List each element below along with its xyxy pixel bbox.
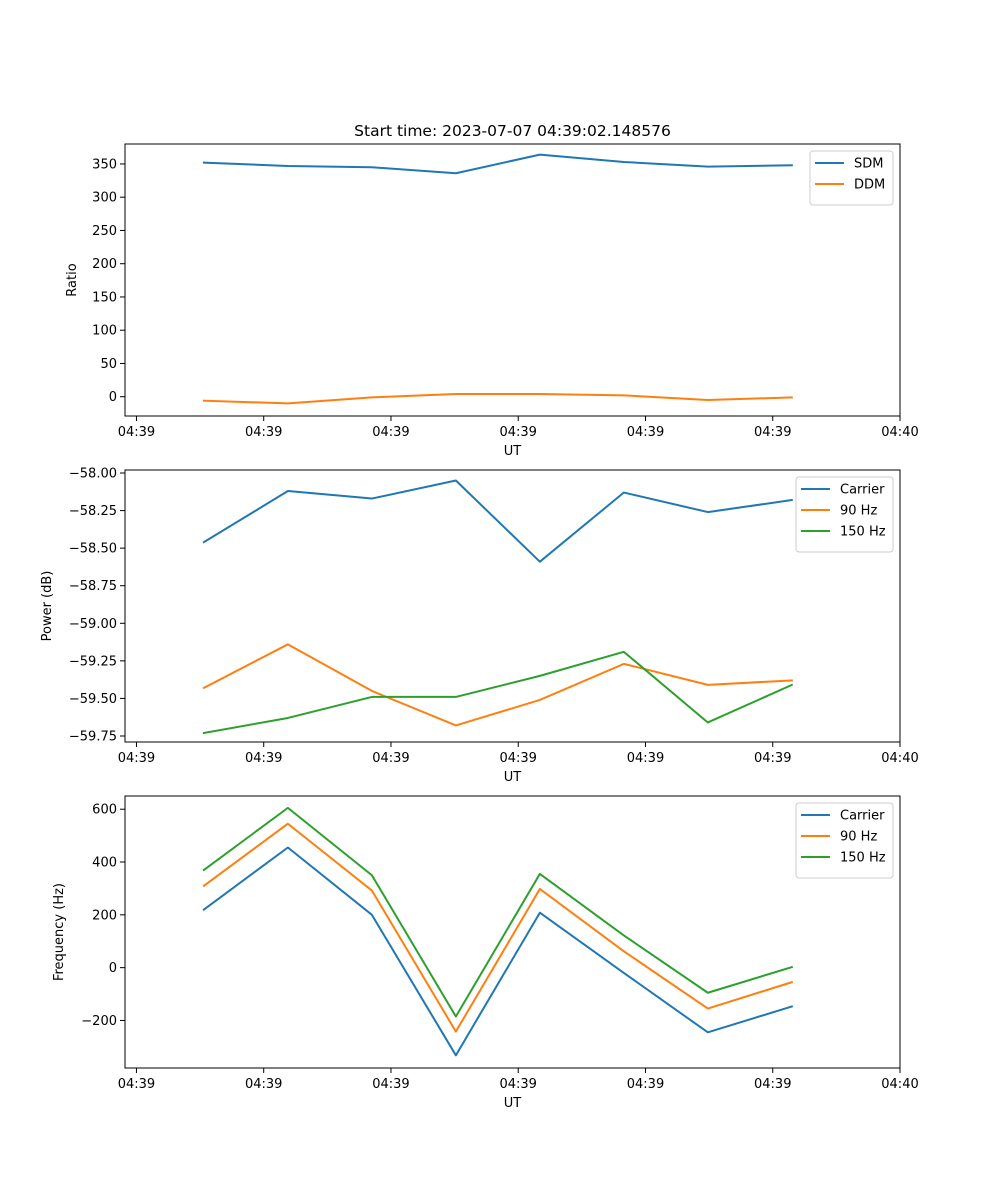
- y-tick-label-3-1: −200: [81, 1014, 117, 1029]
- x-tick-label-1-4: 04:39: [499, 425, 536, 440]
- series-line-1-1: [202, 153, 793, 175]
- series-line-2-2: [202, 643, 793, 727]
- y-tick-label-2-4: −58.75: [69, 579, 117, 594]
- y-tick-label-3-2: 0: [109, 961, 117, 976]
- axes-frame-1: [124, 143, 901, 417]
- x-tick-label-3-3: 04:39: [372, 1077, 409, 1092]
- x-tick-label-1-1: 04:39: [118, 425, 155, 440]
- x-tick-label-3-2: 04:39: [245, 1077, 282, 1092]
- legend-2: Carrier 90 Hz 150 Hz: [795, 476, 894, 553]
- x-tick-label-3-6: 04:39: [754, 1077, 791, 1092]
- panels: 04:39 04:39 04:39 04:39 04:39 04:39 04:40 0 50 10…: [40, 143, 919, 1111]
- series-line-3-3: [202, 806, 794, 1018]
- y-tick-label-1-2: 50: [100, 357, 117, 372]
- legend-label-3-1: Carrier: [840, 809, 885, 824]
- y-tick-label-2-6: −59.25: [69, 654, 117, 669]
- legend-label-2-2: 90 Hz: [840, 504, 877, 519]
- series-line-2-3: [202, 650, 794, 735]
- legend-label-2-1: Carrier: [840, 483, 885, 498]
- x-tick-label-3-5: 04:39: [627, 1077, 664, 1092]
- y-tick-label-2-3: −58.50: [69, 542, 117, 557]
- x-tick-label-2-3: 04:39: [372, 751, 409, 766]
- legend-label-3-3: 150 Hz: [840, 851, 886, 866]
- y-tick-label-2-1: −58.00: [69, 467, 117, 482]
- y-tick-label-3-3: 200: [92, 908, 117, 923]
- legend-1: SDM DDM: [809, 150, 894, 206]
- x-axis-label-1: UT: [504, 444, 522, 459]
- x-tick-label-3-7: 04:40: [881, 1077, 918, 1092]
- axes-frame-3: [124, 795, 901, 1069]
- y-tick-label-1-7: 300: [92, 191, 117, 206]
- y-tick-label-1-4: 150: [92, 290, 117, 305]
- x-tick-label-1-2: 04:39: [245, 425, 282, 440]
- legend-box-3: [795, 802, 894, 879]
- x-tick-label-1-6: 04:39: [754, 425, 791, 440]
- legend-label-1-1: SDM: [854, 157, 883, 172]
- y-tick-label-2-2: −58.25: [69, 504, 117, 519]
- y-tick-label-1-1: 0: [109, 390, 117, 405]
- legend-3: Carrier 90 Hz 150 Hz: [795, 802, 894, 879]
- subplot-1: 04:39 04:39 04:39 04:39 04:39 04:39 04:40 0 50 10…: [65, 143, 919, 459]
- x-axis-label-2: UT: [504, 770, 522, 785]
- y-tick-label-3-5: 600: [92, 803, 117, 818]
- x-tick-label-1-5: 04:39: [627, 425, 664, 440]
- y-tick-label-1-5: 200: [92, 257, 117, 272]
- legend-label-3-2: 90 Hz: [840, 830, 877, 845]
- x-tick-label-3-1: 04:39: [118, 1077, 155, 1092]
- y-tick-label-2-7: −59.50: [69, 692, 117, 707]
- x-tick-label-1-3: 04:39: [372, 425, 409, 440]
- y-axis-label-1: Ratio: [65, 263, 80, 296]
- x-tick-label-2-2: 04:39: [245, 751, 282, 766]
- axes-frame-2: [124, 469, 901, 743]
- legend-box-2: [795, 476, 894, 553]
- subplot-3: 04:39 04:39 04:39 04:39 04:39 04:39 04:40 −200 0…: [52, 795, 919, 1111]
- series-line-1-2: [202, 393, 793, 405]
- y-tick-label-2-8: −59.75: [69, 729, 117, 744]
- y-axis-label-2: Power (dB): [40, 571, 55, 642]
- legend-box-1: [809, 150, 894, 206]
- y-tick-label-2-5: −59.00: [69, 617, 117, 632]
- figure-title: Start time: 2023-07-07 04:39:02.148576: [354, 122, 671, 140]
- x-tick-label-1-7: 04:40: [881, 425, 918, 440]
- y-axis-label-3: Frequency (Hz): [52, 883, 67, 981]
- subplot-2: 04:39 04:39 04:39 04:39 04:39 04:39 04:40 −58.0…: [40, 467, 919, 785]
- x-tick-label-2-5: 04:39: [627, 751, 664, 766]
- y-tick-label-1-8: 350: [92, 157, 117, 172]
- x-tick-label-2-4: 04:39: [499, 751, 536, 766]
- series-line-3-1: [202, 846, 794, 1057]
- x-tick-label-2-6: 04:39: [754, 751, 791, 766]
- x-tick-label-2-1: 04:39: [118, 751, 155, 766]
- series-line-3-2: [202, 822, 794, 1033]
- x-axis-label-3: UT: [504, 1096, 522, 1111]
- y-tick-label-1-6: 250: [92, 224, 117, 239]
- legend-label-2-3: 150 Hz: [840, 525, 886, 540]
- x-tick-label-3-4: 04:39: [499, 1077, 536, 1092]
- series-line-2-1: [202, 479, 793, 563]
- x-tick-label-2-7: 04:40: [881, 751, 918, 766]
- legend-label-1-2: DDM: [854, 178, 885, 193]
- y-tick-label-1-3: 100: [92, 324, 117, 339]
- y-tick-label-3-4: 400: [92, 856, 117, 871]
